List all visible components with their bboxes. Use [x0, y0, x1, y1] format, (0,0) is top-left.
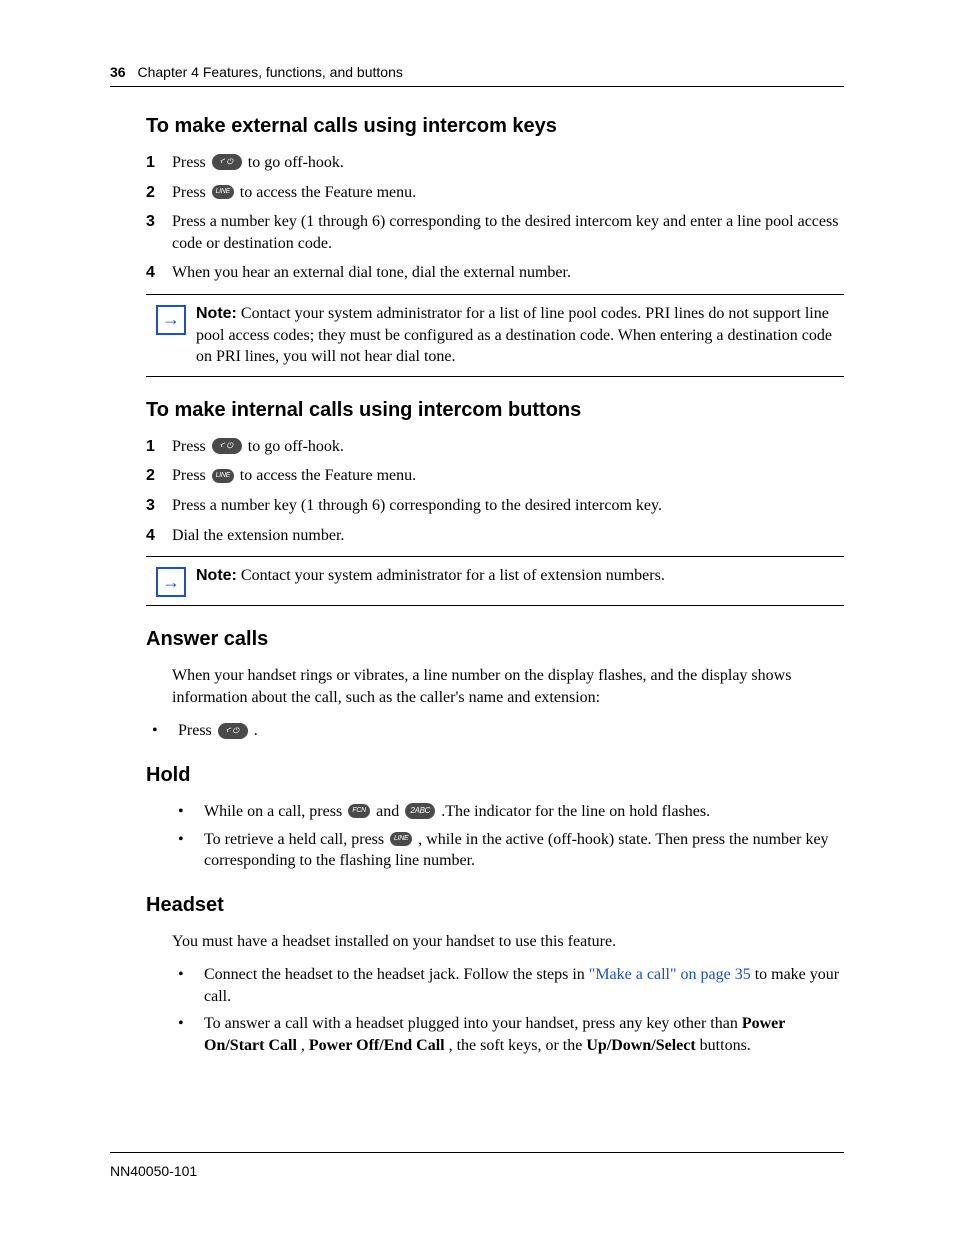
note-box: → Note: Contact your system administrato… — [146, 556, 844, 606]
note-arrow-icon: → — [156, 567, 186, 597]
hold-bullets: • While on a call, press FCN and 2ABC .T… — [172, 801, 844, 872]
headset-bullets: • Connect the headset to the headset jac… — [172, 964, 844, 1056]
bullet-text: Press ⌐⏻ . — [178, 720, 844, 742]
header-rule — [110, 86, 844, 87]
heading-headset: Headset — [146, 894, 844, 917]
step-number: 2 — [146, 465, 172, 487]
bullet-text: While on a call, press FCN and 2ABC .The… — [204, 801, 844, 823]
running-header: 36 Chapter 4 Features, functions, and bu… — [110, 64, 844, 80]
heading-internal-calls: To make internal calls using intercom bu… — [146, 399, 844, 422]
page: 36 Chapter 4 Features, functions, and bu… — [0, 0, 954, 1235]
answer-paragraph: When your handset rings or vibrates, a l… — [172, 665, 844, 708]
note-box: → Note: Contact your system administrato… — [146, 294, 844, 377]
cross-ref-link[interactable]: "Make a call" on page 35 — [589, 966, 751, 983]
bullet-text: Connect the headset to the headset jack.… — [204, 964, 844, 1007]
answer-bullets: • Press ⌐⏻ . — [146, 720, 844, 742]
note-label: Note: — [196, 305, 237, 322]
step-number: 3 — [146, 495, 172, 517]
note-text: Note: Contact your system administrator … — [196, 565, 844, 587]
steps-internal: 1 Press ⌐⏻ to go off-hook. 2 Press LINE … — [146, 436, 844, 546]
step-text: Press LINE to access the Feature menu. — [172, 465, 844, 487]
step-text: Dial the extension number. — [172, 525, 844, 547]
note-label: Note: — [196, 567, 237, 584]
step-text: Press a number key (1 through 6) corresp… — [172, 211, 844, 254]
list-item: • Connect the headset to the headset jac… — [172, 964, 844, 1007]
step-item: 4 Dial the extension number. — [146, 525, 844, 547]
step-text: Press a number key (1 through 6) corresp… — [172, 495, 844, 517]
list-item: • To retrieve a held call, press LINE , … — [172, 829, 844, 872]
step-item: 1 Press ⌐⏻ to go off-hook. — [146, 152, 844, 174]
list-item: • To answer a call with a headset plugge… — [172, 1013, 844, 1056]
list-item: • While on a call, press FCN and 2ABC .T… — [172, 801, 844, 823]
step-item: 2 Press LINE to access the Feature menu. — [146, 182, 844, 204]
step-text: Press ⌐⏻ to go off-hook. — [172, 152, 844, 174]
step-item: 1 Press ⌐⏻ to go off-hook. — [146, 436, 844, 458]
footer-rule — [110, 1152, 844, 1153]
hook-key-icon: ⌐⏻ — [218, 723, 248, 739]
chapter-title: Chapter 4 Features, functions, and butto… — [137, 64, 402, 80]
headset-paragraph: You must have a headset installed on you… — [172, 931, 844, 953]
line-key-icon: LINE — [390, 832, 412, 846]
step-number: 1 — [146, 436, 172, 458]
step-number: 2 — [146, 182, 172, 204]
bullet-icon: • — [172, 829, 204, 851]
abc-key-icon: 2ABC — [405, 803, 435, 819]
fcn-key-icon: FCN — [348, 804, 370, 818]
note-text: Note: Contact your system administrator … — [196, 303, 844, 368]
bullet-icon: • — [172, 1013, 204, 1035]
step-item: 3 Press a number key (1 through 6) corre… — [146, 211, 844, 254]
step-item: 3 Press a number key (1 through 6) corre… — [146, 495, 844, 517]
step-number: 4 — [146, 525, 172, 547]
bullet-icon: • — [172, 801, 204, 823]
step-item: 4 When you hear an external dial tone, d… — [146, 262, 844, 284]
step-number: 1 — [146, 152, 172, 174]
step-text: Press LINE to access the Feature menu. — [172, 182, 844, 204]
step-number: 3 — [146, 211, 172, 233]
content-area: To make external calls using intercom ke… — [110, 115, 844, 1057]
bullet-icon: • — [146, 720, 178, 742]
page-number: 36 — [110, 64, 126, 80]
bullet-text: To answer a call with a headset plugged … — [204, 1013, 844, 1056]
heading-answer-calls: Answer calls — [146, 628, 844, 651]
note-arrow-icon: → — [156, 305, 186, 335]
step-text: When you hear an external dial tone, dia… — [172, 262, 844, 284]
line-key-icon: LINE — [212, 185, 234, 199]
step-text: Press ⌐⏻ to go off-hook. — [172, 436, 844, 458]
hook-key-icon: ⌐⏻ — [212, 438, 242, 454]
bullet-icon: • — [172, 964, 204, 986]
heading-hold: Hold — [146, 764, 844, 787]
line-key-icon: LINE — [212, 469, 234, 483]
footer: NN40050-101 — [110, 1152, 844, 1179]
hook-key-icon: ⌐⏻ — [212, 154, 242, 170]
list-item: • Press ⌐⏻ . — [146, 720, 844, 742]
bullet-text: To retrieve a held call, press LINE , wh… — [204, 829, 844, 872]
step-item: 2 Press LINE to access the Feature menu. — [146, 465, 844, 487]
steps-external: 1 Press ⌐⏻ to go off-hook. 2 Press LINE … — [146, 152, 844, 284]
document-id: NN40050-101 — [110, 1163, 844, 1179]
bold-text: Up/Down/Select — [586, 1037, 695, 1054]
bold-text: Power Off/End Call — [309, 1037, 445, 1054]
heading-external-calls: To make external calls using intercom ke… — [146, 115, 844, 138]
step-number: 4 — [146, 262, 172, 284]
